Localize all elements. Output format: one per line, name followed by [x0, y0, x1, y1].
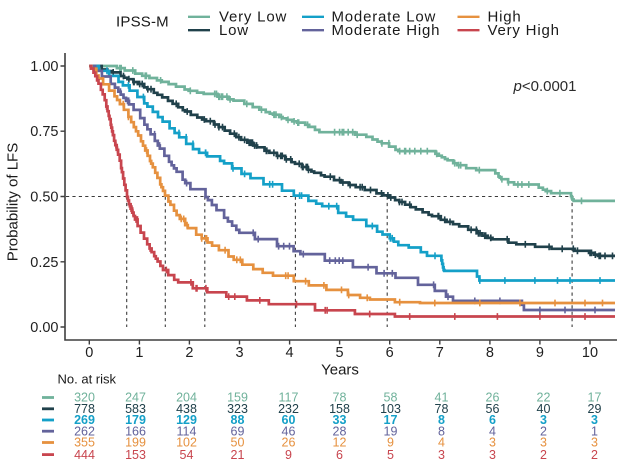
- svg-text:129: 129: [176, 413, 197, 427]
- svg-text:High: High: [488, 9, 522, 26]
- svg-text:4: 4: [438, 436, 445, 450]
- svg-text:3: 3: [235, 345, 243, 361]
- svg-text:102: 102: [176, 436, 197, 450]
- svg-text:41: 41: [435, 391, 449, 405]
- svg-text:3: 3: [591, 436, 598, 450]
- svg-text:9: 9: [285, 448, 292, 462]
- svg-text:26: 26: [486, 391, 500, 405]
- svg-text:46: 46: [282, 424, 296, 438]
- svg-text:323: 323: [227, 402, 248, 416]
- svg-text:4: 4: [489, 424, 496, 438]
- svg-text:9: 9: [536, 345, 544, 361]
- svg-text:6: 6: [489, 413, 496, 427]
- svg-text:3: 3: [489, 448, 496, 462]
- svg-text:54: 54: [180, 448, 194, 462]
- svg-text:Low: Low: [219, 22, 249, 39]
- svg-text:3: 3: [540, 436, 547, 450]
- svg-text:3: 3: [489, 436, 496, 450]
- svg-text:3: 3: [438, 448, 445, 462]
- svg-text:232: 232: [278, 402, 299, 416]
- svg-text:No. at risk: No. at risk: [58, 372, 117, 387]
- svg-text:269: 269: [74, 413, 95, 427]
- svg-text:22: 22: [537, 391, 551, 405]
- svg-text:Moderate High: Moderate High: [332, 22, 441, 39]
- svg-text:69: 69: [231, 424, 245, 438]
- svg-text:4: 4: [286, 345, 294, 361]
- svg-text:5: 5: [387, 448, 394, 462]
- svg-text:2: 2: [185, 345, 193, 361]
- svg-text:6: 6: [336, 448, 343, 462]
- svg-text:0.00: 0.00: [30, 320, 58, 336]
- svg-text:1.00: 1.00: [30, 59, 58, 75]
- svg-text:204: 204: [176, 391, 197, 405]
- svg-text:17: 17: [588, 391, 602, 405]
- svg-text:28: 28: [333, 424, 347, 438]
- svg-text:583: 583: [125, 402, 146, 416]
- svg-text:60: 60: [282, 413, 296, 427]
- svg-text:153: 153: [125, 448, 146, 462]
- svg-text:2: 2: [591, 448, 598, 462]
- svg-text:29: 29: [588, 402, 602, 416]
- svg-text:78: 78: [333, 391, 347, 405]
- svg-text:Moderate Low: Moderate Low: [332, 9, 437, 26]
- svg-text:320: 320: [74, 391, 95, 405]
- svg-text:12: 12: [333, 436, 347, 450]
- svg-text:2: 2: [540, 424, 547, 438]
- svg-text:17: 17: [384, 413, 398, 427]
- svg-text:3: 3: [540, 413, 547, 427]
- svg-text:19: 19: [384, 424, 398, 438]
- svg-text:114: 114: [177, 424, 197, 438]
- svg-text:50: 50: [231, 436, 245, 450]
- svg-text:56: 56: [486, 402, 500, 416]
- svg-text:Very Low: Very Low: [219, 9, 287, 26]
- svg-text:6: 6: [386, 345, 394, 361]
- svg-text:262: 262: [74, 424, 95, 438]
- svg-text:p<0.0001: p<0.0001: [513, 78, 577, 95]
- svg-text:159: 159: [227, 391, 248, 405]
- svg-text:2: 2: [540, 448, 547, 462]
- svg-text:21: 21: [231, 448, 245, 462]
- svg-text:3: 3: [591, 413, 598, 427]
- svg-text:158: 158: [329, 402, 350, 416]
- svg-text:5: 5: [336, 345, 344, 361]
- svg-text:10: 10: [582, 345, 598, 361]
- svg-text:8: 8: [438, 424, 445, 438]
- svg-text:166: 166: [125, 424, 146, 438]
- svg-text:9: 9: [387, 436, 394, 450]
- svg-text:7: 7: [436, 345, 444, 361]
- svg-text:8: 8: [438, 413, 445, 427]
- svg-text:40: 40: [537, 402, 551, 416]
- svg-text:78: 78: [435, 402, 449, 416]
- svg-text:Probability of LFS: Probability of LFS: [5, 143, 22, 261]
- svg-text:IPSS-M: IPSS-M: [116, 14, 169, 31]
- svg-text:179: 179: [125, 413, 146, 427]
- svg-text:0: 0: [85, 345, 93, 361]
- svg-text:103: 103: [380, 402, 401, 416]
- svg-text:26: 26: [282, 436, 296, 450]
- svg-text:0.75: 0.75: [30, 124, 58, 140]
- svg-text:88: 88: [231, 413, 245, 427]
- svg-text:1: 1: [591, 424, 598, 438]
- svg-text:33: 33: [333, 413, 347, 427]
- svg-text:355: 355: [74, 436, 95, 450]
- svg-text:199: 199: [125, 436, 146, 450]
- svg-text:58: 58: [384, 391, 398, 405]
- svg-text:247: 247: [125, 391, 146, 405]
- svg-text:0.50: 0.50: [30, 190, 58, 206]
- svg-text:8: 8: [486, 345, 494, 361]
- svg-text:1: 1: [135, 345, 143, 361]
- svg-text:438: 438: [176, 402, 197, 416]
- svg-text:444: 444: [74, 448, 95, 462]
- svg-text:Years: Years: [321, 362, 359, 379]
- svg-text:117: 117: [279, 391, 299, 405]
- svg-text:0.25: 0.25: [30, 255, 58, 271]
- svg-text:Very High: Very High: [488, 22, 560, 39]
- svg-text:778: 778: [74, 402, 95, 416]
